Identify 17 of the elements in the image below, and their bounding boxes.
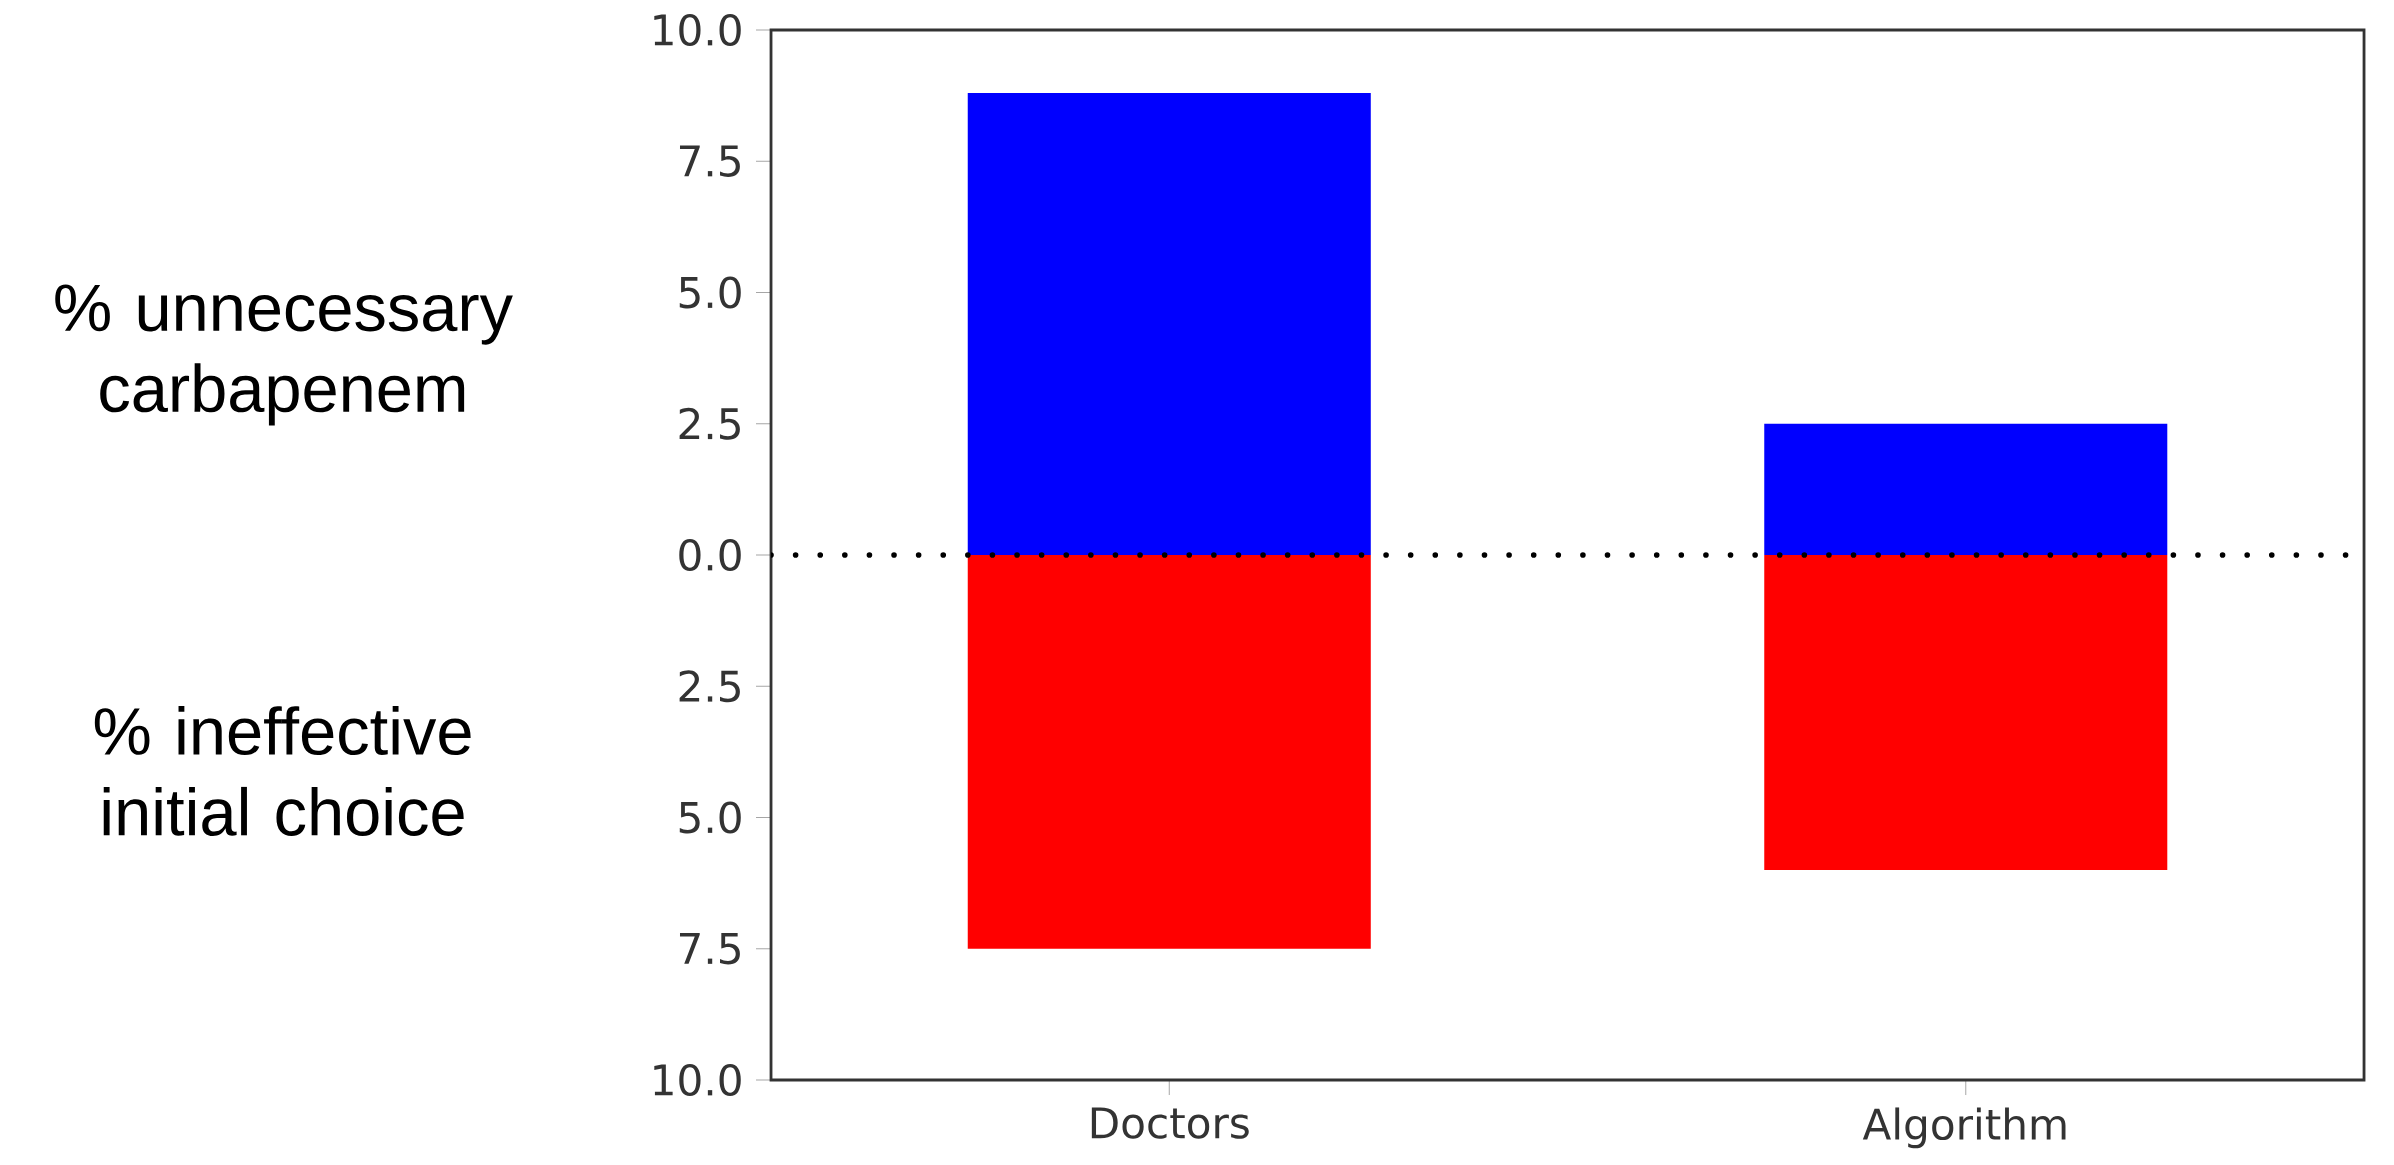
y-tick-label: 5.0 — [679, 276, 741, 309]
bar — [1764, 555, 2168, 871]
y-tick-label: 5.0 — [679, 801, 741, 834]
text: % ineffective initial choice — [94, 706, 471, 836]
bar — [967, 555, 1371, 949]
y-tick-label: 7.5 — [679, 145, 740, 177]
y-tick-label: 2.5 — [679, 670, 740, 703]
bar — [1764, 423, 2168, 556]
y-tick-label: 2.5 — [679, 407, 740, 440]
y-tick-label: 10.0 — [654, 1064, 741, 1096]
y-tick-label: 7.5 — [679, 933, 740, 965]
bar — [967, 93, 1371, 556]
y-tick-label: 0.0 — [679, 539, 741, 571]
text: % unnecessary carbapenem — [55, 284, 513, 426]
x-tick-label: Algorithm — [1862, 1107, 2066, 1149]
y-tick-label: 10.0 — [654, 14, 741, 46]
x-tick-label: Doctors — [1091, 1107, 1249, 1139]
